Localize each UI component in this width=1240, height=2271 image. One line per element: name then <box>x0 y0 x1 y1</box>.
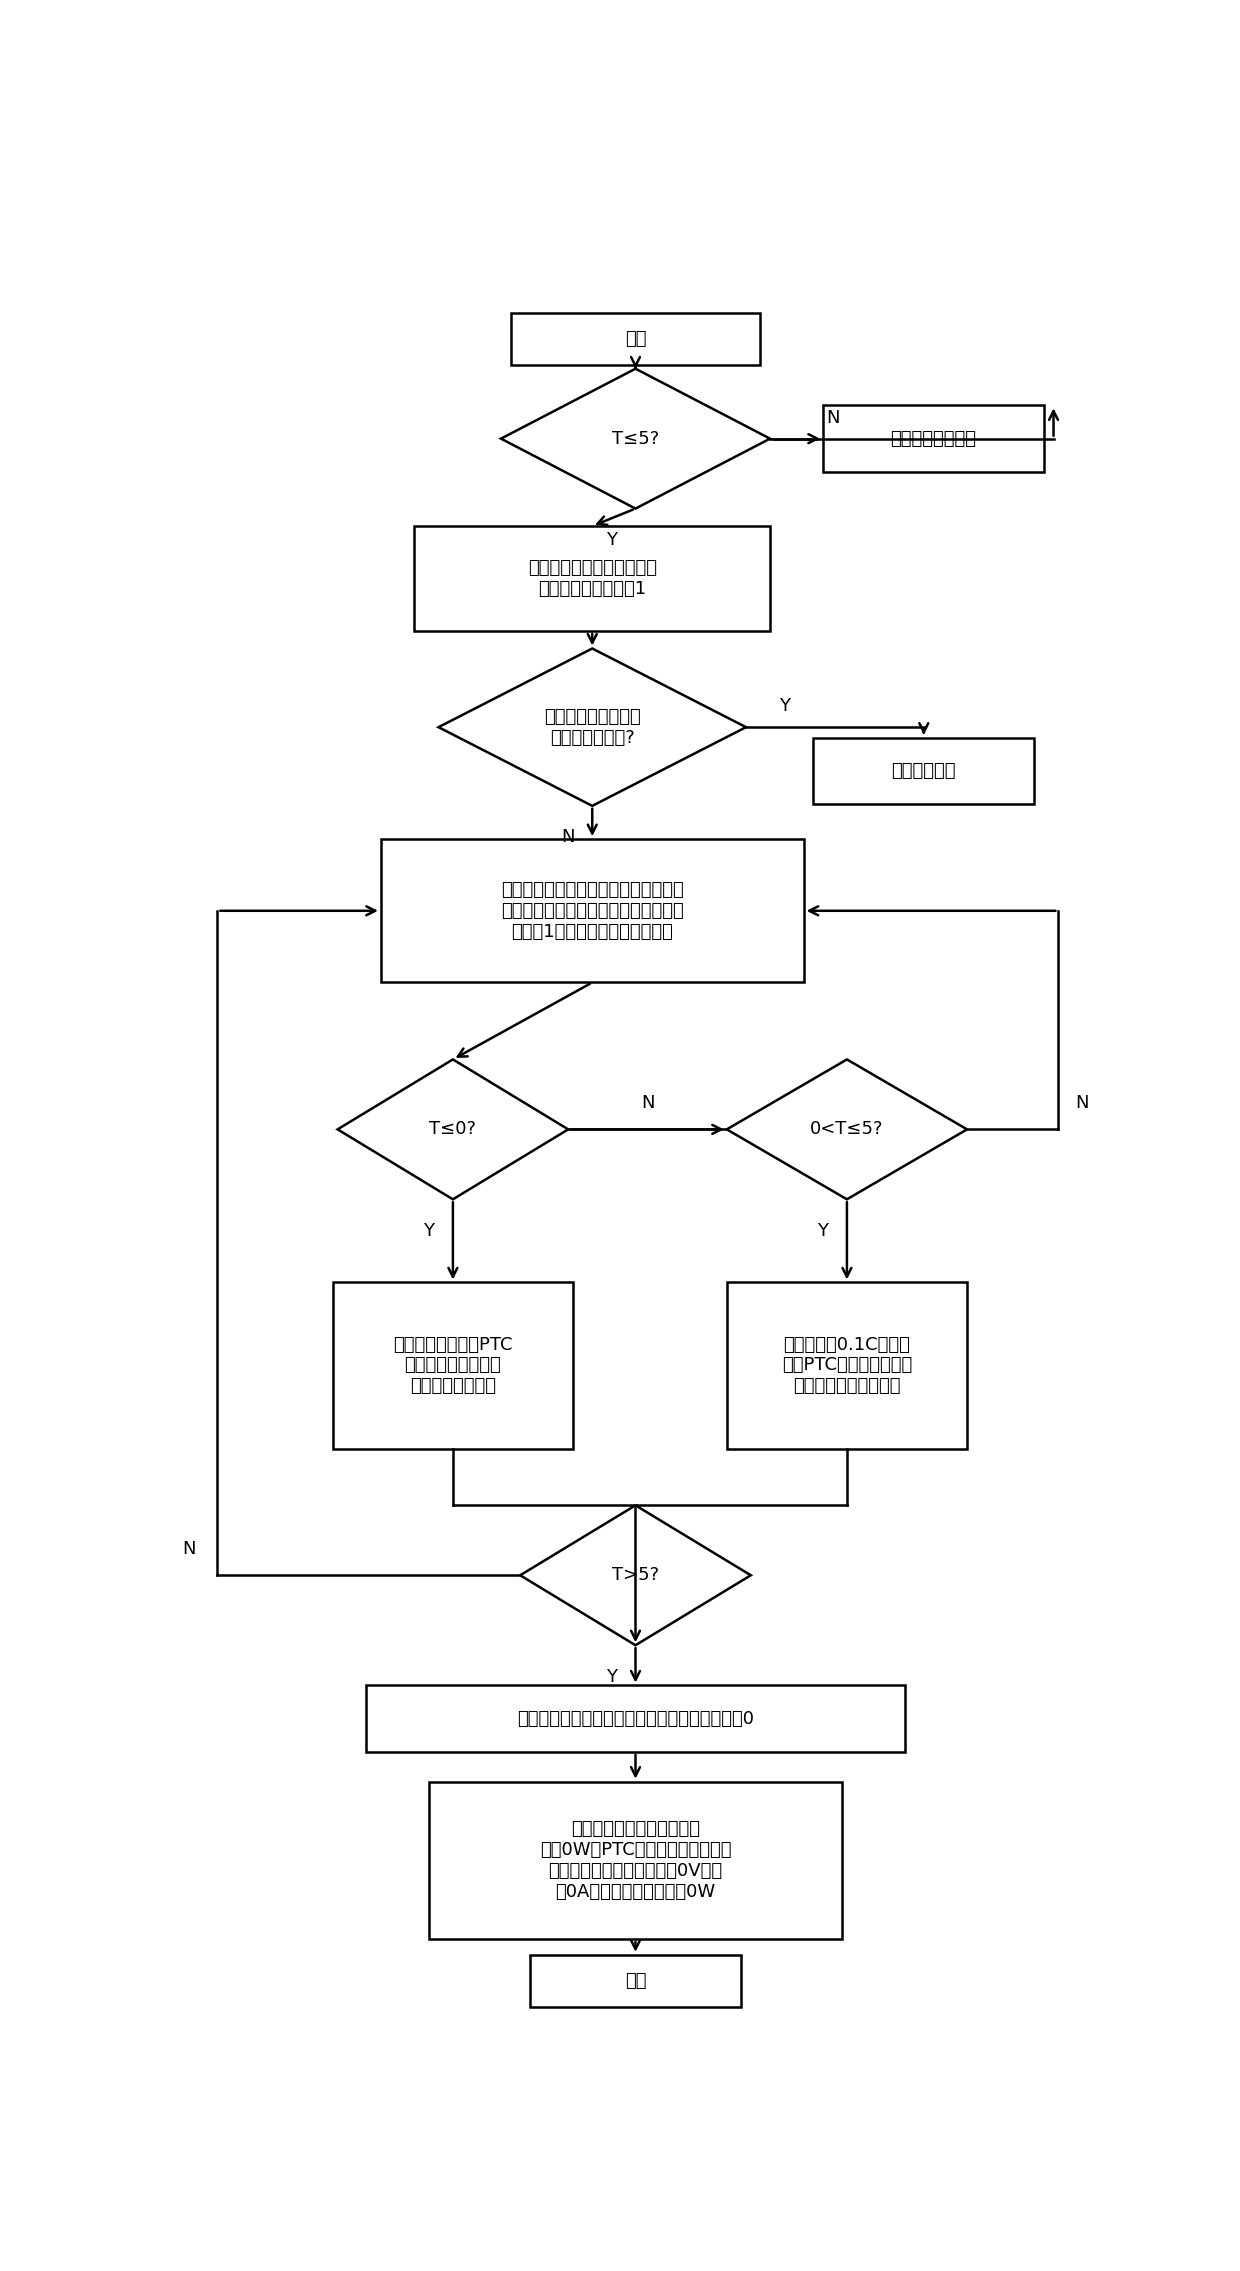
Text: 电池管理系统给车载充电机发送交流充
电需求电压、需求电流、和高压输出使
能信号1，计算允许最大充电功率: 电池管理系统给车载充电机发送交流充 电需求电压、需求电流、和高压输出使 能信号1… <box>501 881 683 940</box>
Bar <box>381 838 804 983</box>
Bar <box>823 407 1044 472</box>
Polygon shape <box>439 650 746 806</box>
Text: Y: Y <box>817 1222 828 1240</box>
Bar <box>813 738 1034 804</box>
Text: N: N <box>641 1095 655 1113</box>
Text: Y: Y <box>606 531 618 550</box>
Text: 进入下电流程: 进入下电流程 <box>892 761 956 779</box>
Text: 开始: 开始 <box>625 329 646 347</box>
Text: T>5?: T>5? <box>611 1567 660 1585</box>
Polygon shape <box>727 1058 967 1199</box>
Text: Y: Y <box>606 1667 618 1685</box>
Polygon shape <box>337 1058 568 1199</box>
Bar <box>429 1783 842 1939</box>
Text: 动力电池以0.1C电流充
电，PTC加热器加热，风
扇工作，开始低温加热: 动力电池以0.1C电流充 电，PTC加热器加热，风 扇工作，开始低温加热 <box>781 1335 913 1394</box>
Bar <box>367 1685 905 1751</box>
Text: 结束: 结束 <box>625 1971 646 1989</box>
Text: N: N <box>182 1540 196 1558</box>
Bar <box>727 1283 967 1449</box>
Text: Y: Y <box>423 1222 434 1240</box>
Text: 整车控制单元检测到
影响充电的故障?: 整车控制单元检测到 影响充电的故障? <box>544 709 641 747</box>
Bar <box>414 527 770 631</box>
Polygon shape <box>521 1506 751 1644</box>
Text: T≤5?: T≤5? <box>611 429 660 447</box>
Text: 电池管理系统给整车控制单元发送低温加热需求0: 电池管理系统给整车控制单元发送低温加热需求0 <box>517 1710 754 1728</box>
Text: T≤0?: T≤0? <box>429 1120 476 1138</box>
Text: 车载充电机最大允许充电功
率为0W，PTC加热器断开，风扇停
止工作，交流充电需求电压0V、电
流0A，最大允许充电功率0W: 车载充电机最大允许充电功 率为0W，PTC加热器断开，风扇停 止工作，交流充电需… <box>539 1819 732 1901</box>
Text: 动力电池不充电，PTC
加热器加热，风扇工
作，开始低温加热: 动力电池不充电，PTC 加热器加热，风扇工 作，开始低温加热 <box>393 1335 512 1394</box>
Text: N: N <box>562 829 575 847</box>
Text: N: N <box>1075 1095 1089 1113</box>
Bar <box>511 313 760 366</box>
Polygon shape <box>501 368 770 509</box>
Text: N: N <box>826 409 839 427</box>
Text: Y: Y <box>779 697 790 715</box>
Bar <box>332 1283 573 1449</box>
Text: 电池管理系统给整车控制单
元发送低温加热需求1: 电池管理系统给整车控制单 元发送低温加热需求1 <box>528 559 657 597</box>
Text: 进入正常充电模式: 进入正常充电模式 <box>890 429 976 447</box>
Text: 0<T≤5?: 0<T≤5? <box>810 1120 884 1138</box>
Bar <box>529 1955 742 2008</box>
